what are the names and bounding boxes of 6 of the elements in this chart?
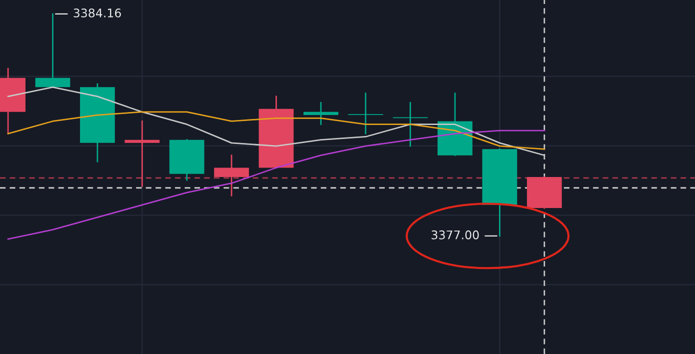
candlestick	[348, 92, 384, 134]
candlestick	[124, 120, 160, 188]
candlestick	[392, 102, 428, 147]
annotation: 3377.00	[432, 230, 479, 240]
candlestick	[303, 102, 338, 126]
annotation: 3384.16	[74, 8, 121, 18]
